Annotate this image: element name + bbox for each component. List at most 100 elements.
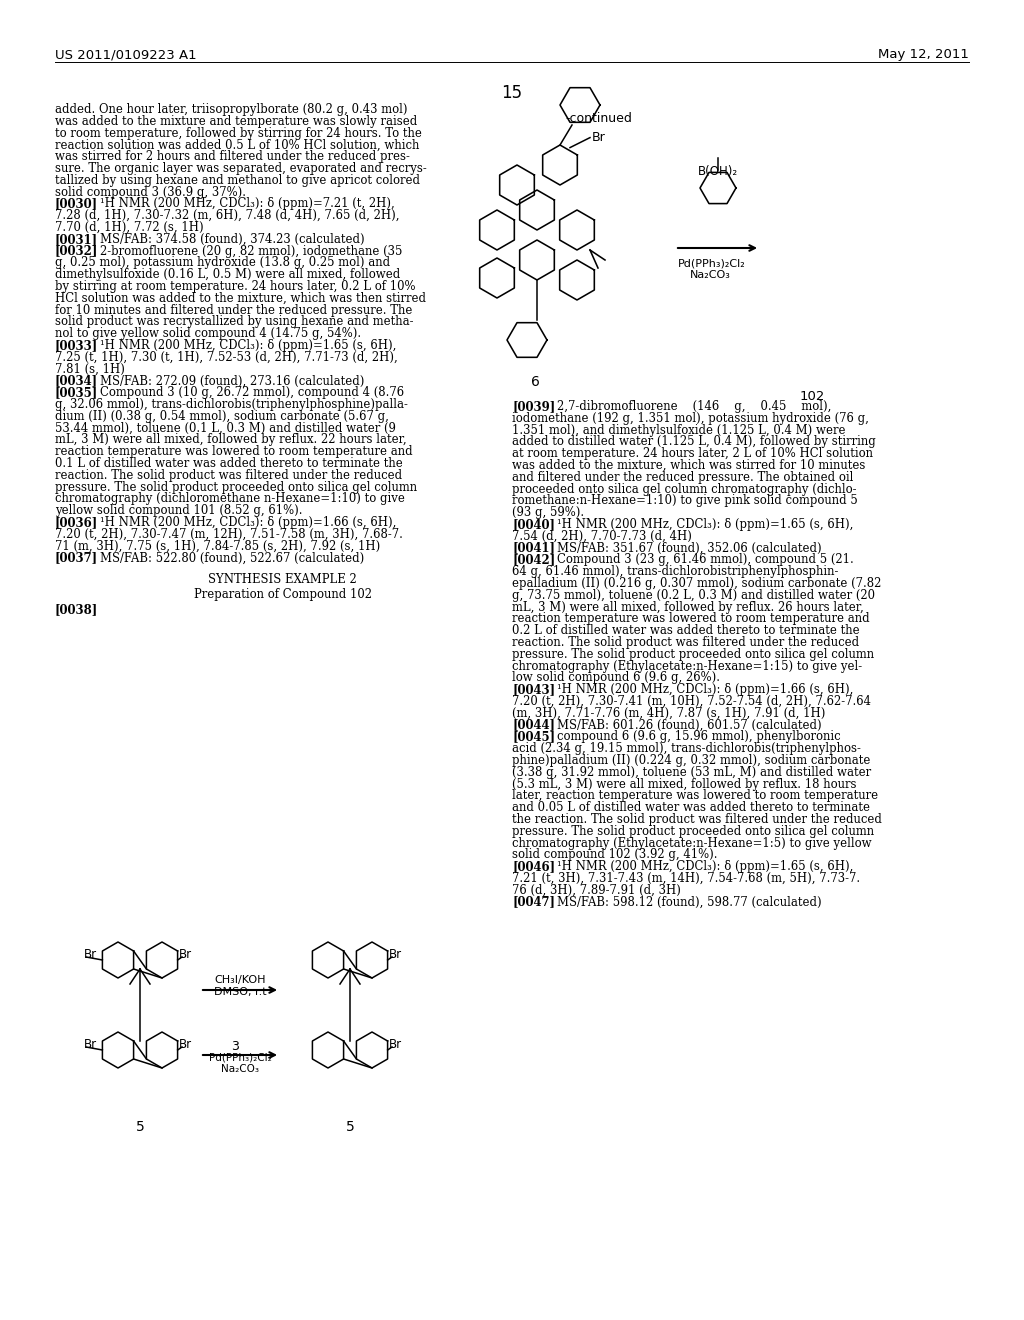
Text: [0042]: [0042] xyxy=(512,553,555,566)
Text: 7.54 (d, 2H), 7.70-7.73 (d, 4H): 7.54 (d, 2H), 7.70-7.73 (d, 4H) xyxy=(512,529,692,543)
Text: [0033]: [0033] xyxy=(55,339,98,352)
Text: (5.3 mL, 3 M) were all mixed, followed by reflux. 18 hours: (5.3 mL, 3 M) were all mixed, followed b… xyxy=(512,777,856,791)
Text: MS/FAB: 601.26 (found), 601.57 (calculated): MS/FAB: 601.26 (found), 601.57 (calculat… xyxy=(557,718,821,731)
Text: solid product was recrystallized by using hexane and metha-: solid product was recrystallized by usin… xyxy=(55,315,414,329)
Text: mL, 3 M) were all mixed, followed by reflux. 26 hours later,: mL, 3 M) were all mixed, followed by ref… xyxy=(512,601,864,614)
Text: was stirred for 2 hours and filtered under the reduced pres-: was stirred for 2 hours and filtered und… xyxy=(55,150,410,164)
Text: (m, 3H), 7.71-7.76 (m, 4H), 7.87 (s, 1H), 7.91 (d, 1H): (m, 3H), 7.71-7.76 (m, 4H), 7.87 (s, 1H)… xyxy=(512,706,825,719)
Text: Compound 3 (23 g, 61.46 mmol), compound 5 (21.: Compound 3 (23 g, 61.46 mmol), compound … xyxy=(557,553,854,566)
Text: tallized by using hexane and methanol to give apricot colored: tallized by using hexane and methanol to… xyxy=(55,174,420,187)
Text: phine)palladium (II) (0.224 g, 0.32 mmol), sodium carbonate: phine)palladium (II) (0.224 g, 0.32 mmol… xyxy=(512,754,870,767)
Text: 1.351 mol), and dimethylsulfoxide (1.125 L, 0.4 M) were: 1.351 mol), and dimethylsulfoxide (1.125… xyxy=(512,424,846,437)
Text: [0039]: [0039] xyxy=(512,400,555,413)
Text: proceeded onto silica gel column chromatography (dichlo-: proceeded onto silica gel column chromat… xyxy=(512,483,856,495)
Text: ¹H NMR (200 MHz, CDCl₃): δ (ppm)=1.65 (s, 6H),: ¹H NMR (200 MHz, CDCl₃): δ (ppm)=1.65 (s… xyxy=(100,339,396,352)
Text: 7.28 (d, 1H), 7.30-7.32 (m, 6H), 7.48 (d, 4H), 7.65 (d, 2H),: 7.28 (d, 1H), 7.30-7.32 (m, 6H), 7.48 (d… xyxy=(55,209,399,222)
Text: DMSO, r.t: DMSO, r.t xyxy=(214,987,266,997)
Text: added to distilled water (1.125 L, 0.4 M), followed by stirring: added to distilled water (1.125 L, 0.4 M… xyxy=(512,436,876,449)
Text: Br: Br xyxy=(84,949,97,961)
Text: ¹H NMR (200 MHz, CDCl₃): δ (ppm)=1.66 (s, 6H),: ¹H NMR (200 MHz, CDCl₃): δ (ppm)=1.66 (s… xyxy=(557,684,853,696)
Text: 0.1 L of distilled water was added thereto to terminate the: 0.1 L of distilled water was added there… xyxy=(55,457,402,470)
Text: romethane:n-Hexane=1:10) to give pink solid compound 5: romethane:n-Hexane=1:10) to give pink so… xyxy=(512,495,858,507)
Text: MS/FAB: 598.12 (found), 598.77 (calculated): MS/FAB: 598.12 (found), 598.77 (calculat… xyxy=(557,895,821,908)
Text: US 2011/0109223 A1: US 2011/0109223 A1 xyxy=(55,48,197,61)
Text: 7.20 (t, 2H), 7.30-7.41 (m, 10H), 7.52-7.54 (d, 2H), 7.62-7.64: 7.20 (t, 2H), 7.30-7.41 (m, 10H), 7.52-7… xyxy=(512,696,871,708)
Text: 102: 102 xyxy=(800,389,825,403)
Text: compound 6 (9.6 g, 15.96 mmol), phenylboronic: compound 6 (9.6 g, 15.96 mmol), phenylbo… xyxy=(557,730,841,743)
Text: [0043]: [0043] xyxy=(512,684,555,696)
Text: added. One hour later, triisopropylborate (80.2 g, 0.43 mol): added. One hour later, triisopropylborat… xyxy=(55,103,408,116)
Text: -continued: -continued xyxy=(565,112,632,125)
Text: [0031]: [0031] xyxy=(55,232,98,246)
Text: reaction temperature was lowered to room temperature and: reaction temperature was lowered to room… xyxy=(512,612,869,626)
Text: 2-bromofluorene (20 g, 82 mmol), iodomethane (35: 2-bromofluorene (20 g, 82 mmol), iodomet… xyxy=(100,244,402,257)
Text: HCl solution was added to the mixture, which was then stirred: HCl solution was added to the mixture, w… xyxy=(55,292,426,305)
Text: and filtered under the reduced pressure. The obtained oil: and filtered under the reduced pressure.… xyxy=(512,471,853,484)
Text: chromatography (Ethylacetate:n-Hexane=1:15) to give yel-: chromatography (Ethylacetate:n-Hexane=1:… xyxy=(512,660,862,673)
Text: sure. The organic layer was separated, evaporated and recrys-: sure. The organic layer was separated, e… xyxy=(55,162,427,176)
Text: 2,7-dibromofluorene    (146    g,    0.45    mol),: 2,7-dibromofluorene (146 g, 0.45 mol), xyxy=(557,400,831,413)
Text: ¹H NMR (200 MHz, CDCl₃): δ (ppm)=1.66 (s, 6H),: ¹H NMR (200 MHz, CDCl₃): δ (ppm)=1.66 (s… xyxy=(100,516,396,529)
Text: [0044]: [0044] xyxy=(512,718,555,731)
Text: 6: 6 xyxy=(530,375,540,389)
Text: epalladium (II) (0.216 g, 0.307 mmol), sodium carbonate (7.82: epalladium (II) (0.216 g, 0.307 mmol), s… xyxy=(512,577,882,590)
Text: later, reaction temperature was lowered to room temperature: later, reaction temperature was lowered … xyxy=(512,789,879,803)
Text: 0.2 L of distilled water was added thereto to terminate the: 0.2 L of distilled water was added there… xyxy=(512,624,859,638)
Text: iodomethane (192 g, 1.351 mol), potassium hydroxide (76 g,: iodomethane (192 g, 1.351 mol), potassiu… xyxy=(512,412,869,425)
Text: MS/FAB: 272.09 (found), 273.16 (calculated): MS/FAB: 272.09 (found), 273.16 (calculat… xyxy=(100,375,365,387)
Text: and 0.05 L of distilled water was added thereto to terminate: and 0.05 L of distilled water was added … xyxy=(512,801,870,814)
Text: pressure. The solid product proceeded onto silica gel column: pressure. The solid product proceeded on… xyxy=(55,480,417,494)
Text: 53.44 mmol), toluene (0.1 L, 0.3 M) and distilled water (9: 53.44 mmol), toluene (0.1 L, 0.3 M) and … xyxy=(55,421,396,434)
Text: 3: 3 xyxy=(231,1040,239,1053)
Text: [0032]: [0032] xyxy=(55,244,98,257)
Text: to room temperature, followed by stirring for 24 hours. To the: to room temperature, followed by stirrin… xyxy=(55,127,422,140)
Text: Pd(PPh₃)₂Cl₂: Pd(PPh₃)₂Cl₂ xyxy=(678,257,745,268)
Text: ¹H NMR (200 MHz, CDCl₃): δ (ppm)=1.65 (s, 6H),: ¹H NMR (200 MHz, CDCl₃): δ (ppm)=1.65 (s… xyxy=(557,517,853,531)
Text: solid compound 102 (3.92 g, 41%).: solid compound 102 (3.92 g, 41%). xyxy=(512,849,718,862)
Text: MS/FAB: 351.67 (found), 352.06 (calculated): MS/FAB: 351.67 (found), 352.06 (calculat… xyxy=(557,541,821,554)
Text: B(OH)₂: B(OH)₂ xyxy=(698,165,738,178)
Text: MS/FAB: 374.58 (found), 374.23 (calculated): MS/FAB: 374.58 (found), 374.23 (calculat… xyxy=(100,232,365,246)
Text: by stirring at room temperature. 24 hours later, 0.2 L of 10%: by stirring at room temperature. 24 hour… xyxy=(55,280,416,293)
Text: Na₂CO₃: Na₂CO₃ xyxy=(690,271,731,280)
Text: [0034]: [0034] xyxy=(55,375,98,387)
Text: (93 g, 59%).: (93 g, 59%). xyxy=(512,506,584,519)
Text: [0037]: [0037] xyxy=(55,552,98,565)
Text: g, 0.25 mol), potassium hydroxide (13.8 g, 0.25 mol) and: g, 0.25 mol), potassium hydroxide (13.8 … xyxy=(55,256,390,269)
Text: g, 32.06 mmol), trans-dichlorobis(triphenylphosphine)palla-: g, 32.06 mmol), trans-dichlorobis(triphe… xyxy=(55,399,408,411)
Text: Pd(PPh₃)₂Cl₂: Pd(PPh₃)₂Cl₂ xyxy=(209,1052,271,1063)
Text: reaction solution was added 0.5 L of 10% HCl solution, which: reaction solution was added 0.5 L of 10%… xyxy=(55,139,420,152)
Text: (3.38 g, 31.92 mmol), toluene (53 mL, M) and distilled water: (3.38 g, 31.92 mmol), toluene (53 mL, M)… xyxy=(512,766,871,779)
Text: CH₃I/KOH: CH₃I/KOH xyxy=(214,975,266,985)
Text: Br: Br xyxy=(178,949,191,961)
Text: Na₂CO₃: Na₂CO₃ xyxy=(221,1064,259,1074)
Text: 71 (m, 3H), 7.75 (s, 1H), 7.84-7.85 (s, 2H), 7.92 (s, 1H): 71 (m, 3H), 7.75 (s, 1H), 7.84-7.85 (s, … xyxy=(55,540,380,553)
Text: acid (2.34 g, 19.15 mmol), trans-dichlorobis(triphenylphos-: acid (2.34 g, 19.15 mmol), trans-dichlor… xyxy=(512,742,861,755)
Text: mL, 3 M) were all mixed, followed by reflux. 22 hours later,: mL, 3 M) were all mixed, followed by ref… xyxy=(55,433,407,446)
Text: 5: 5 xyxy=(346,1119,354,1134)
Text: Br: Br xyxy=(178,1039,191,1052)
Text: at room temperature. 24 hours later, 2 L of 10% HCl solution: at room temperature. 24 hours later, 2 L… xyxy=(512,447,873,461)
Text: was added to the mixture and temperature was slowly raised: was added to the mixture and temperature… xyxy=(55,115,417,128)
Text: [0040]: [0040] xyxy=(512,517,555,531)
Text: [0047]: [0047] xyxy=(512,895,555,908)
Text: dium (II) (0.38 g, 0.54 mmol), sodium carbonate (5.67 g,: dium (II) (0.38 g, 0.54 mmol), sodium ca… xyxy=(55,409,389,422)
Text: [0038]: [0038] xyxy=(55,603,98,616)
Text: ¹H NMR (200 MHz, CDCl₃): δ (ppm)=1.65 (s, 6H),: ¹H NMR (200 MHz, CDCl₃): δ (ppm)=1.65 (s… xyxy=(557,861,853,874)
Text: chromatography (Ethylacetate:n-Hexane=1:5) to give yellow: chromatography (Ethylacetate:n-Hexane=1:… xyxy=(512,837,871,850)
Text: yellow solid compound 101 (8.52 g, 61%).: yellow solid compound 101 (8.52 g, 61%). xyxy=(55,504,302,517)
Text: pressure. The solid product proceeded onto silica gel column: pressure. The solid product proceeded on… xyxy=(512,648,874,661)
Text: reaction temperature was lowered to room temperature and: reaction temperature was lowered to room… xyxy=(55,445,413,458)
Text: Br: Br xyxy=(388,949,401,961)
Text: reaction. The solid product was filtered under the reduced: reaction. The solid product was filtered… xyxy=(55,469,402,482)
Text: 7.81 (s, 1H): 7.81 (s, 1H) xyxy=(55,363,125,376)
Text: dimethylsulfoxide (0.16 L, 0.5 M) were all mixed, followed: dimethylsulfoxide (0.16 L, 0.5 M) were a… xyxy=(55,268,400,281)
Text: [0041]: [0041] xyxy=(512,541,555,554)
Text: Preparation of Compound 102: Preparation of Compound 102 xyxy=(194,587,372,601)
Text: Br: Br xyxy=(592,131,606,144)
Text: for 10 minutes and filtered under the reduced pressure. The: for 10 minutes and filtered under the re… xyxy=(55,304,413,317)
Text: [0035]: [0035] xyxy=(55,387,98,399)
Text: ¹H NMR (200 MHz, CDCl₃): δ (ppm)=7.21 (t, 2H),: ¹H NMR (200 MHz, CDCl₃): δ (ppm)=7.21 (t… xyxy=(100,198,394,210)
Text: 7.21 (t, 3H), 7.31-7.43 (m, 14H), 7.54-7.68 (m, 5H), 7.73-7.: 7.21 (t, 3H), 7.31-7.43 (m, 14H), 7.54-7… xyxy=(512,873,860,884)
Text: chromatography (dichloromethane n-Hexane=1:10) to give: chromatography (dichloromethane n-Hexane… xyxy=(55,492,404,506)
